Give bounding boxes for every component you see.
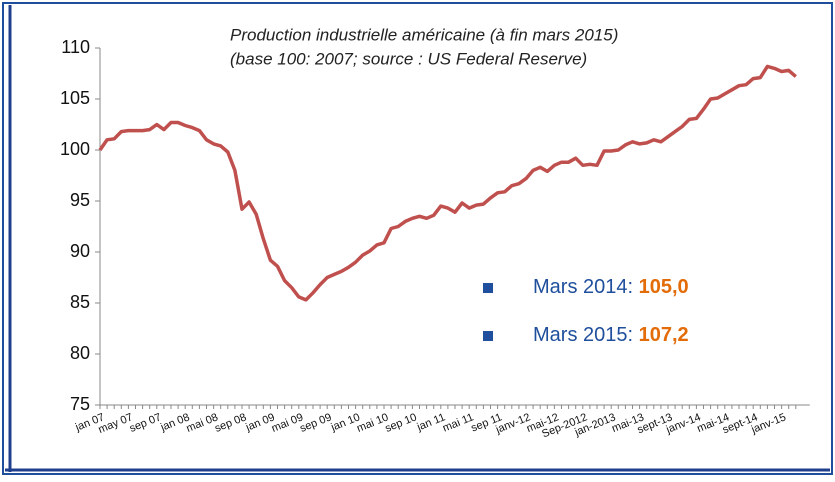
annotation-label: Mars 2014:: [533, 276, 639, 298]
y-tick-label: 80: [70, 343, 90, 363]
y-tick-label: 85: [70, 292, 90, 312]
y-tick-label: 90: [70, 241, 90, 261]
chart-subtitle: (base 100: 2007; source : US Federal Res…: [230, 49, 587, 68]
chart-title: Production industrielle américaine (à fi…: [230, 25, 618, 44]
y-tick-label: 110: [61, 37, 90, 57]
legend-marker: [483, 283, 493, 293]
annotation-label: Mars 2015:: [533, 324, 639, 346]
annotation: Mars 2014: 105,0: [533, 276, 689, 298]
y-tick-label: 100: [60, 139, 90, 159]
x-tick-label: sep 09: [298, 411, 333, 434]
x-tick-label: sep 10: [383, 411, 418, 434]
y-tick-label: 75: [70, 394, 90, 414]
line-series: [98, 64, 797, 302]
x-tick-label: sep 08: [213, 411, 248, 434]
legend-marker: [483, 331, 493, 341]
annotation: Mars 2015: 107,2: [533, 324, 689, 346]
annotation-value: 107,2: [639, 324, 689, 346]
y-tick-label: 95: [70, 190, 90, 210]
annotation-value: 105,0: [639, 276, 689, 298]
x-tick-label: sep 07: [128, 411, 163, 434]
y-tick-label: 105: [60, 88, 90, 108]
frame: [2, 2, 833, 475]
